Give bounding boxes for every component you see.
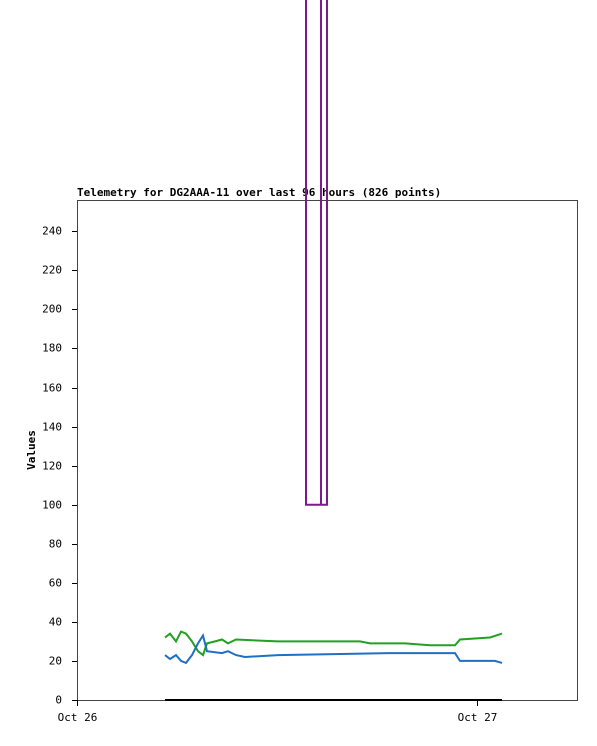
y-tick-label: 20 <box>49 655 62 668</box>
y-tick-label: 80 <box>49 538 62 551</box>
series-line <box>164 630 503 657</box>
y-tick-label: 240 <box>42 225 62 238</box>
y-tick-label: 0 <box>55 694 62 707</box>
y-tick-label: 120 <box>42 460 62 473</box>
y-tick-label: 100 <box>42 499 62 512</box>
y-axis-label: Values <box>25 430 38 470</box>
x-tick-label: Oct 27 <box>458 711 498 724</box>
y-tick-label: 140 <box>42 421 62 434</box>
chart-title: Telemetry for DG2AAA-11 over last 96 hou… <box>77 186 441 199</box>
y-tick-label: 200 <box>42 303 62 316</box>
y-tick-label: 60 <box>49 577 62 590</box>
x-tick-label: Oct 26 <box>58 711 98 724</box>
series-line <box>164 633 503 665</box>
y-tick-label: 160 <box>42 382 62 395</box>
y-tick-label: 220 <box>42 264 62 277</box>
y-tick-label: 40 <box>49 616 62 629</box>
series-line <box>305 0 328 506</box>
y-tick-label: 180 <box>42 342 62 355</box>
